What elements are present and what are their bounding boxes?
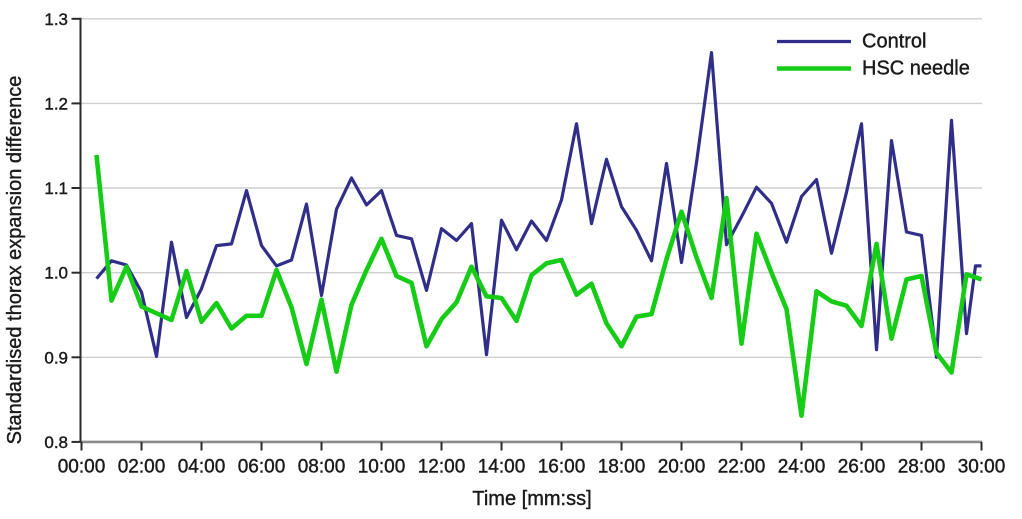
svg-text:16:00: 16:00 — [538, 457, 586, 478]
svg-text:Time [mm:ss]: Time [mm:ss] — [472, 488, 591, 510]
svg-text:1.1: 1.1 — [44, 179, 68, 198]
svg-text:24:00: 24:00 — [778, 457, 826, 478]
svg-text:1.2: 1.2 — [44, 94, 68, 113]
svg-text:12:00: 12:00 — [418, 457, 466, 478]
svg-text:20:00: 20:00 — [658, 457, 706, 478]
svg-text:06:00: 06:00 — [238, 457, 286, 478]
svg-text:02:00: 02:00 — [118, 457, 166, 478]
svg-text:08:00: 08:00 — [298, 457, 346, 478]
svg-text:Standardised thorax expansion: Standardised thorax expansion difference — [4, 76, 26, 445]
svg-text:HSC needle: HSC needle — [862, 58, 970, 80]
svg-text:0.9: 0.9 — [44, 348, 68, 367]
svg-text:00:00: 00:00 — [58, 457, 106, 478]
svg-text:18:00: 18:00 — [598, 457, 646, 478]
svg-text:26:00: 26:00 — [838, 457, 886, 478]
svg-text:28:00: 28:00 — [898, 457, 946, 478]
svg-text:Control: Control — [862, 31, 926, 53]
svg-text:14:00: 14:00 — [478, 457, 526, 478]
svg-text:1.3: 1.3 — [44, 10, 68, 29]
svg-text:22:00: 22:00 — [718, 457, 766, 478]
svg-text:1.0: 1.0 — [44, 264, 68, 283]
svg-text:04:00: 04:00 — [178, 457, 226, 478]
svg-text:0.8: 0.8 — [44, 433, 68, 452]
svg-text:30:00: 30:00 — [958, 457, 1006, 478]
svg-text:10:00: 10:00 — [358, 457, 406, 478]
